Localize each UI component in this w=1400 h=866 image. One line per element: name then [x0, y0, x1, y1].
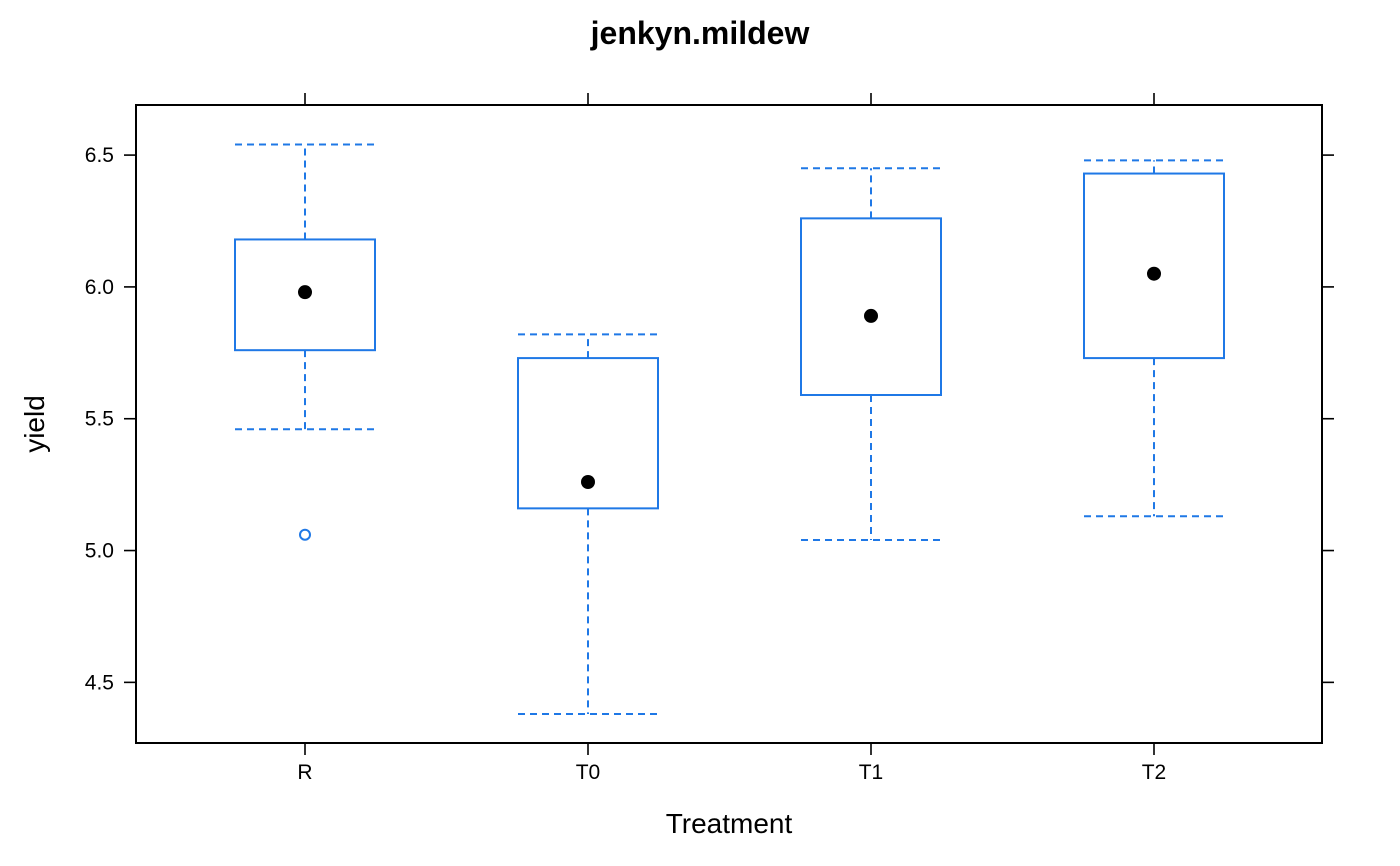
box-group-T1 — [800, 167, 942, 541]
x-tick-label: T2 — [1142, 761, 1167, 784]
box-group-T0 — [517, 333, 659, 715]
y-tick-label: 5.0 — [85, 540, 114, 563]
x-axis: R T0 T1 T2 — [297, 93, 1166, 784]
iqr-box — [800, 217, 942, 396]
chart-title: jenkyn.mildew — [590, 15, 810, 51]
y-axis-label: yield — [19, 395, 50, 453]
y-tick-label: 5.5 — [85, 408, 114, 431]
x-tick-label: T1 — [859, 761, 884, 784]
median-dot — [1147, 266, 1161, 281]
y-tick-label: 4.5 — [85, 671, 114, 694]
median-dot — [298, 285, 312, 300]
y-tick-label: 6.0 — [85, 276, 114, 299]
box-group-T2 — [1083, 159, 1225, 518]
median-dot — [864, 308, 878, 323]
iqr-box — [1083, 172, 1225, 360]
outlier-point — [299, 528, 311, 541]
x-tick-label: T0 — [576, 761, 601, 784]
plot-frame — [135, 104, 1323, 744]
median-dot — [581, 475, 595, 489]
y-tick-label: 6.5 — [85, 144, 114, 167]
box-group-R — [234, 143, 376, 541]
x-axis-label: Treatment — [666, 808, 793, 839]
y-axis: 4.5 5.0 5.5 6.0 6.5 — [85, 144, 1334, 694]
iqr-box — [234, 238, 376, 352]
iqr-box — [517, 357, 659, 510]
x-tick-label: R — [297, 761, 312, 784]
boxes — [234, 143, 1225, 715]
